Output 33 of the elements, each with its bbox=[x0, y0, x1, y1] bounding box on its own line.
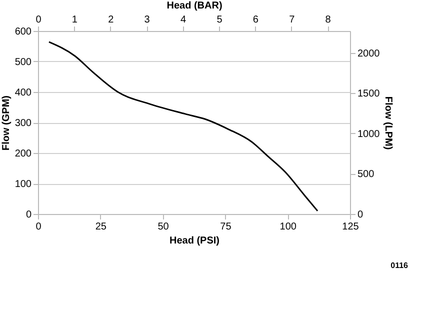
x2-tick-label: 3 bbox=[144, 14, 150, 26]
y-tick-label: 500 bbox=[14, 57, 32, 68]
x-tick-label: 25 bbox=[95, 222, 107, 232]
x-tick-label: 125 bbox=[342, 222, 360, 232]
y-tick-label: 300 bbox=[14, 118, 32, 129]
x2-tick-label: 0 bbox=[36, 14, 42, 26]
text: 0116 bbox=[390, 261, 409, 270]
y-axis-title: Flow (GPM) bbox=[0, 96, 12, 150]
x-tick-label: 100 bbox=[280, 222, 297, 232]
x-tick-label: 75 bbox=[220, 222, 232, 232]
y2-tick-label: 1500 bbox=[358, 88, 380, 100]
x-axis-title: Head (PSI) bbox=[169, 236, 220, 246]
x-tick-label: 50 bbox=[158, 222, 170, 232]
y-tick-label: 100 bbox=[14, 179, 32, 190]
line-series bbox=[48, 41, 318, 212]
y-tick-label: 0 bbox=[26, 210, 32, 220]
y-tick-label: 600 bbox=[14, 26, 32, 38]
x2-tick-label: 1 bbox=[72, 14, 78, 26]
x2-tick-label: 4 bbox=[180, 14, 186, 26]
x2-tick-label: 8 bbox=[325, 14, 332, 26]
x2-tick-label: 7 bbox=[289, 14, 296, 26]
x2-tick-label: 2 bbox=[108, 14, 114, 26]
y-tick-label: 400 bbox=[14, 88, 32, 98]
y2-tick-label: 2000 bbox=[358, 48, 380, 60]
y2-tick-label: 500 bbox=[358, 169, 375, 180]
x2-tick-label: 5 bbox=[216, 14, 223, 26]
y2-axis-title: Flow (LPM) bbox=[382, 96, 394, 150]
y2-tick-label: 1000 bbox=[358, 128, 380, 140]
y2-tick-label: 0 bbox=[358, 210, 364, 220]
x2-tick-label: 6 bbox=[252, 14, 259, 26]
x-tick-label: 0 bbox=[36, 222, 42, 232]
y-tick-label: 200 bbox=[14, 148, 32, 160]
x2-axis-title: Head (BAR) bbox=[166, 0, 222, 12]
